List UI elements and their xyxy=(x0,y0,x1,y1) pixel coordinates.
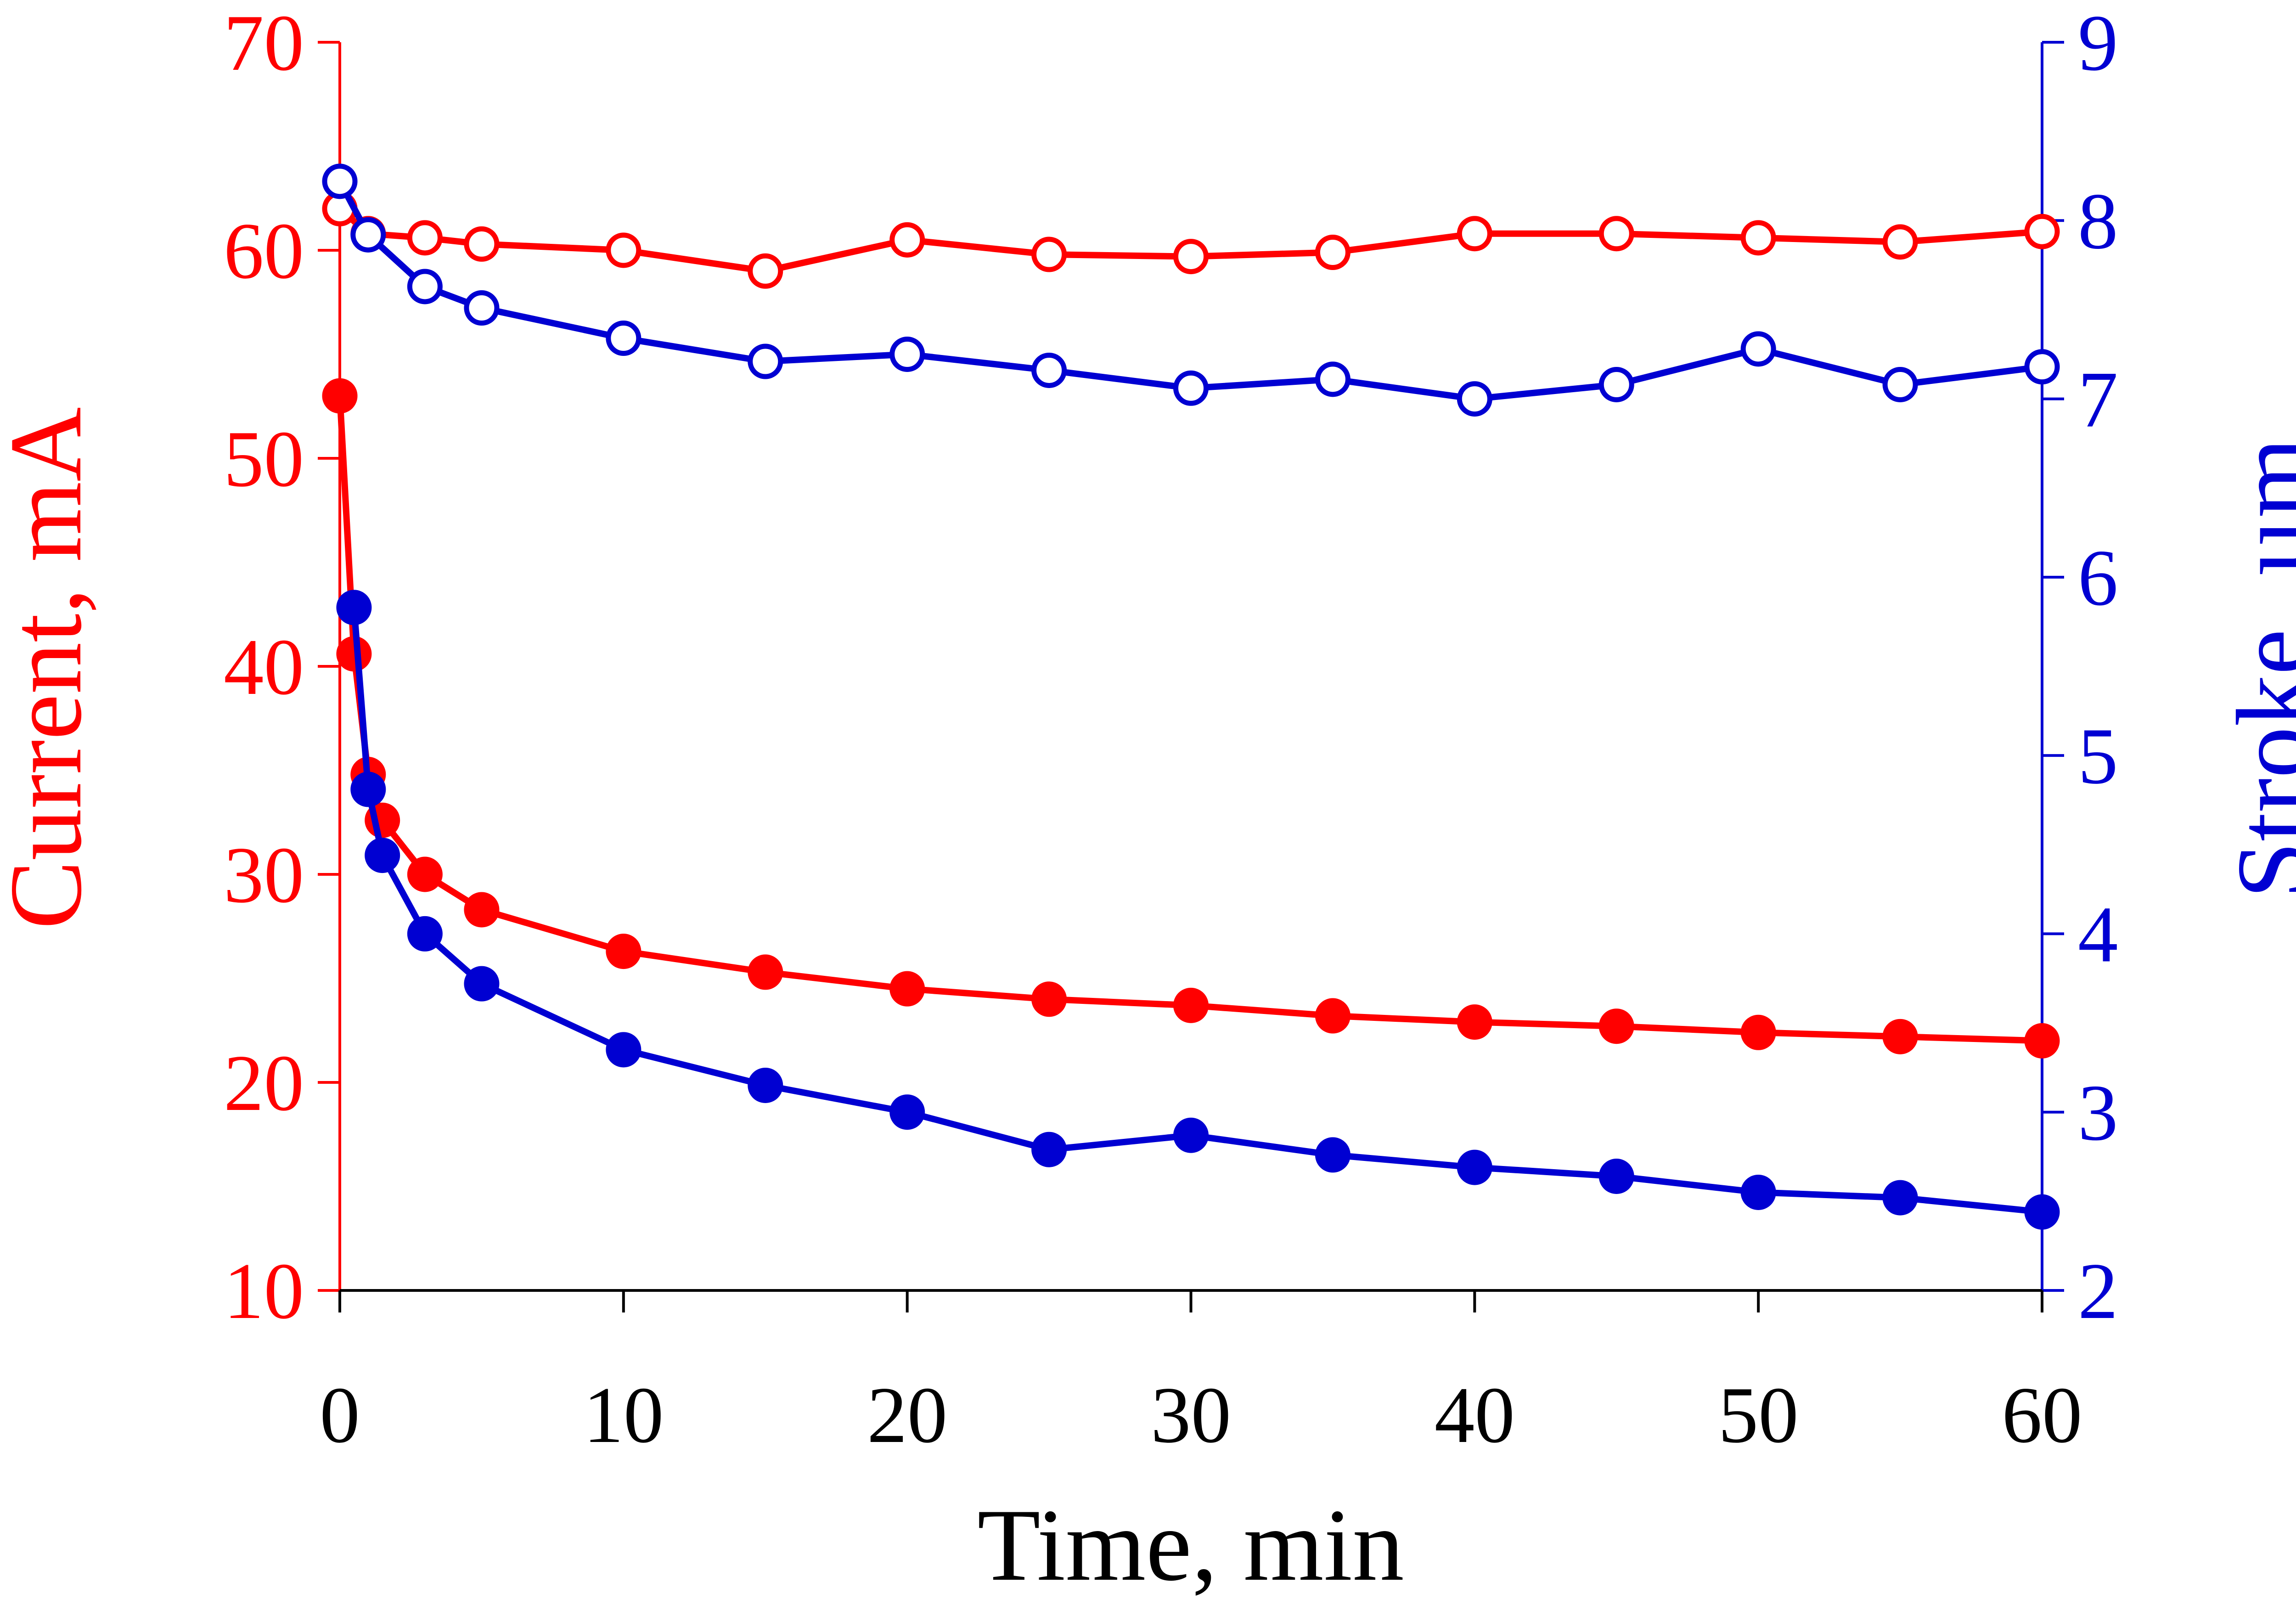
x-tick-label: 50 xyxy=(1718,1370,1799,1459)
open-circle-point xyxy=(322,163,358,199)
filled-circle-point xyxy=(407,856,443,892)
filled-circle-point xyxy=(1740,1014,1776,1050)
filled-circle-point xyxy=(889,971,925,1007)
filled-circle-point xyxy=(1173,987,1209,1023)
x-tick-label: 20 xyxy=(867,1370,947,1459)
open-circle-point xyxy=(407,269,443,304)
x-axis-title: Time, min xyxy=(977,1487,1404,1602)
open-circle-point xyxy=(1740,331,1776,367)
filled-circle-point xyxy=(365,838,400,873)
open-circle-point xyxy=(1740,220,1776,256)
right-y-tick-label: 7 xyxy=(2078,355,2118,444)
right-y-tick-label: 9 xyxy=(2078,0,2118,87)
open-circle-point xyxy=(2024,349,2060,385)
series-1 xyxy=(322,191,2060,289)
x-tick-label: 30 xyxy=(1151,1370,1231,1459)
left-y-tick-label: 70 xyxy=(224,0,304,87)
open-circle-point xyxy=(1598,367,1634,403)
right-y-tick-label: 5 xyxy=(2078,711,2118,800)
filled-circle-point xyxy=(1315,998,1351,1034)
filled-circle-point xyxy=(1598,1008,1634,1044)
filled-circle-point xyxy=(464,966,500,1002)
left-y-axis-title: Current, mA xyxy=(0,407,103,929)
filled-circle-point xyxy=(1173,1117,1209,1153)
left-y-tick-label: 30 xyxy=(224,830,304,919)
filled-circle-point xyxy=(407,916,443,952)
open-circle-point xyxy=(748,344,783,379)
series-layer xyxy=(322,163,2060,1230)
left-y-tick-label: 20 xyxy=(224,1038,304,1127)
open-circle-point xyxy=(606,321,642,356)
x-tick-label: 40 xyxy=(1435,1370,1515,1459)
open-circle-point xyxy=(464,290,500,326)
open-circle-point xyxy=(606,232,642,268)
series-line xyxy=(350,607,2043,1216)
filled-circle-point xyxy=(1457,1004,1492,1040)
right-y-tick-label: 2 xyxy=(2078,1246,2118,1335)
filled-circle-point xyxy=(1882,1019,1918,1054)
left-y-tick-label: 40 xyxy=(224,622,304,711)
filled-circle-point xyxy=(748,1067,783,1103)
open-circle-point xyxy=(1315,361,1351,397)
series-4 xyxy=(336,590,2060,1230)
filled-circle-point xyxy=(1031,1132,1067,1167)
x-tick-label: 60 xyxy=(2002,1370,2082,1459)
filled-circle-point xyxy=(322,378,358,414)
series-3 xyxy=(322,163,2060,417)
right-y-axis-title: Stroke, µm xyxy=(2215,438,2296,899)
right-y-tick-label: 4 xyxy=(2078,890,2118,979)
open-circle-point xyxy=(1031,237,1067,272)
left-y-axis-ticks: 10 20 30 40 50 60 70 xyxy=(224,0,340,1335)
filled-circle-point xyxy=(1882,1180,1918,1216)
open-circle-point xyxy=(464,226,500,262)
right-y-tick-label: 8 xyxy=(2078,176,2118,265)
left-y-tick-label: 50 xyxy=(224,414,304,503)
filled-circle-point xyxy=(1740,1174,1776,1210)
filled-circle-point xyxy=(464,892,500,928)
open-circle-point xyxy=(1457,216,1492,252)
open-circle-point xyxy=(889,222,925,258)
filled-circle-point xyxy=(2024,1023,2060,1059)
filled-circle-point xyxy=(1457,1149,1492,1185)
filled-circle-point xyxy=(606,1032,642,1068)
open-circle-point xyxy=(1457,381,1492,417)
open-circle-point xyxy=(1031,352,1067,388)
filled-circle-point xyxy=(1031,981,1067,1017)
x-axis-ticks: 0 10 20 30 40 50 60 xyxy=(320,1290,2082,1459)
open-circle-point xyxy=(407,220,443,256)
filled-circle-point xyxy=(606,934,642,969)
open-circle-point xyxy=(2024,214,2060,249)
filled-circle-point xyxy=(1315,1137,1351,1173)
filled-circle-point xyxy=(1598,1158,1634,1194)
open-circle-point xyxy=(1315,235,1351,270)
x-tick-label: 0 xyxy=(320,1370,360,1459)
open-circle-point xyxy=(748,253,783,289)
open-circle-point xyxy=(1173,239,1209,275)
x-tick-label: 10 xyxy=(583,1370,664,1459)
right-y-axis-ticks: 2 3 4 5 6 7 8 9 xyxy=(2042,0,2118,1335)
open-circle-point xyxy=(1882,367,1918,403)
open-circle-point xyxy=(1598,216,1634,252)
filled-circle-point xyxy=(2024,1194,2060,1230)
left-y-tick-label: 60 xyxy=(224,206,304,295)
filled-circle-point xyxy=(350,772,386,807)
open-circle-point xyxy=(350,217,386,253)
filled-circle-point xyxy=(748,954,783,990)
open-circle-point xyxy=(889,337,925,372)
open-circle-point xyxy=(1882,224,1918,260)
filled-circle-point xyxy=(336,590,372,625)
filled-circle-point xyxy=(889,1094,925,1130)
right-y-tick-label: 3 xyxy=(2078,1068,2118,1157)
right-y-tick-label: 6 xyxy=(2078,533,2118,622)
open-circle-point xyxy=(1173,370,1209,406)
left-y-tick-label: 10 xyxy=(224,1246,304,1335)
